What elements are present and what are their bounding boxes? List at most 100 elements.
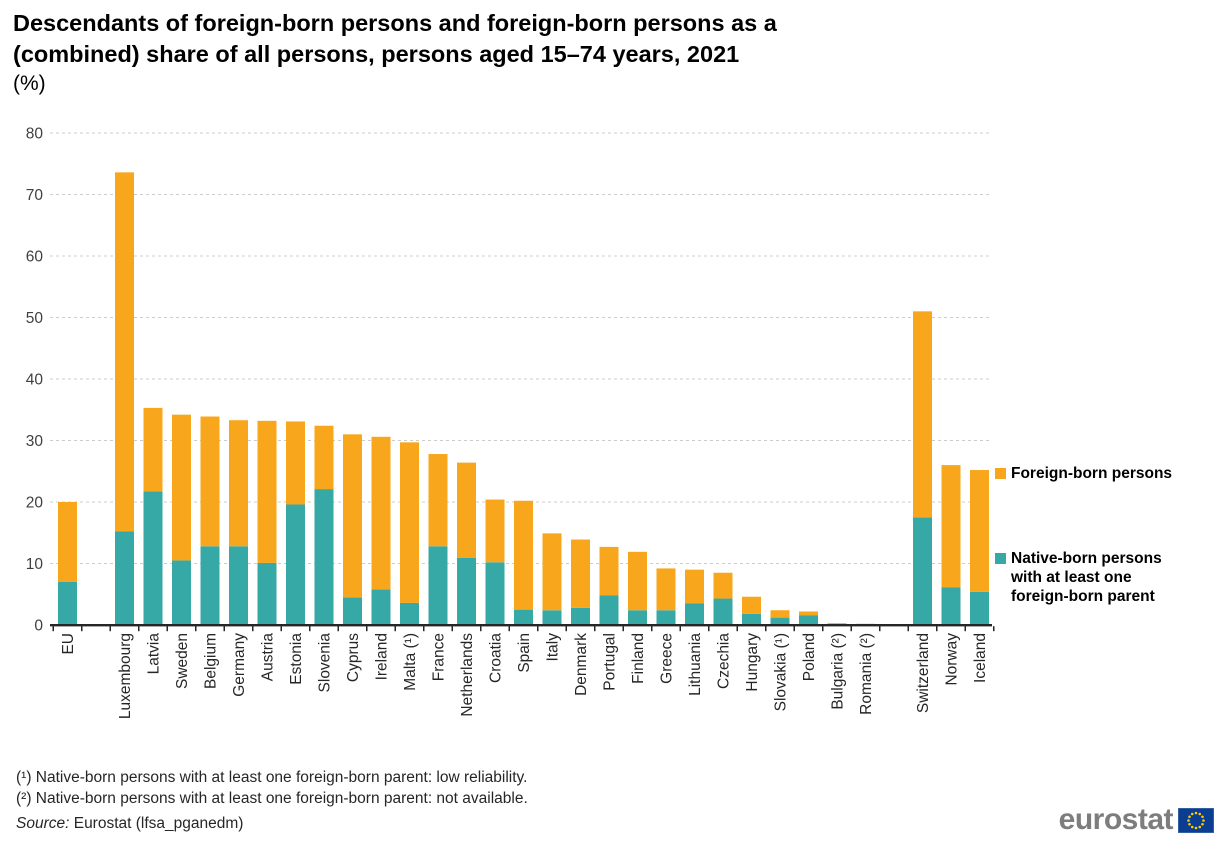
legend-swatch-native-born-icon	[995, 553, 1006, 564]
bar-segment-foreign-EU	[58, 502, 77, 582]
x-label-Estonia: Estonia	[288, 633, 305, 685]
x-axis-tick	[879, 626, 881, 632]
x-label-Hungary: Hungary	[744, 633, 761, 692]
x-label-Finland: Finland	[630, 633, 647, 684]
x-label-Spain: Spain	[516, 633, 533, 673]
x-label-Denmark: Denmark	[573, 633, 590, 696]
legend-item-native-born: Native-born persons with at least one fo…	[995, 549, 1217, 606]
x-axis-tick	[52, 626, 54, 632]
x-axis-tick	[394, 626, 396, 632]
y-tick-label-70: 70	[26, 187, 44, 204]
x-label-Latvia: Latvia	[146, 633, 163, 675]
x-axis-tick	[822, 626, 824, 632]
bar-segment-native-Cyprus	[343, 597, 362, 625]
flag-star-icon	[1194, 826, 1198, 829]
bar-segment-native-Poland	[799, 615, 818, 625]
x-axis-tick	[594, 626, 596, 632]
x-axis-tick	[81, 626, 83, 632]
bar-segment-native-Latvia	[143, 491, 163, 625]
bar-segment-foreign-Latvia	[143, 407, 163, 492]
bar-segment-native-Spain	[514, 609, 533, 625]
source-text: Eurostat (lfsa_pganedm)	[69, 815, 244, 832]
bar-segment-foreign-Portugal	[599, 546, 619, 596]
bar-segment-foreign-Finland	[628, 551, 647, 611]
bar-segment-foreign-Slovenia	[314, 425, 334, 490]
x-label-Germany: Germany	[231, 633, 248, 697]
x-axis-tick	[765, 626, 767, 632]
x-label-Cyprus: Cyprus	[345, 633, 362, 682]
eurostat-wordmark: eurostat	[1058, 803, 1174, 836]
source-line: Source: Eurostat (lfsa_pganedm)	[16, 815, 243, 833]
bar-segment-foreign-Belgium	[200, 416, 220, 547]
flag-star-icon	[1188, 814, 1191, 818]
bar-segment-native-EU	[58, 581, 77, 625]
x-label-Austria: Austria	[260, 633, 277, 682]
flag-star-icon	[1202, 818, 1205, 822]
x-axis-tick	[565, 626, 567, 632]
bar-segment-native-Portugal	[599, 595, 619, 625]
bar-segment-foreign-Sweden	[172, 414, 191, 561]
x-label-Sweden: Sweden	[174, 633, 191, 689]
source-prefix: Source:	[16, 815, 70, 832]
bar-segment-foreign-Ireland	[371, 436, 391, 590]
bar-segment-foreign-Estonia	[286, 421, 305, 505]
bar-segment-foreign-Italy	[542, 533, 562, 611]
x-axis-tick	[166, 626, 168, 632]
bar-segment-foreign-Hungary	[742, 596, 761, 614]
bar-segment-native-Lithuania	[685, 603, 704, 625]
x-label-Romania (²): Romania (²)	[858, 633, 875, 715]
x-axis-tick	[793, 626, 795, 632]
x-label-Poland: Poland	[801, 633, 818, 681]
x-label-EU: EU	[60, 633, 77, 655]
x-label-Luxembourg: Luxembourg	[117, 633, 134, 719]
x-label-Greece: Greece	[659, 633, 676, 684]
bar-segment-foreign-Spain	[514, 500, 533, 610]
legend-label-foreign-born: Foreign-born persons	[1011, 465, 1173, 482]
bar-segment-foreign-Norway	[941, 465, 961, 588]
bar-segment-native-Luxembourg	[115, 531, 134, 625]
chart-unit-label: (%)	[13, 72, 46, 95]
x-label-Slovakia (¹): Slovakia (¹)	[773, 633, 790, 711]
legend-swatch-foreign-born-icon	[995, 468, 1006, 479]
x-axis-tick	[252, 626, 254, 632]
flag-star-icon	[1201, 822, 1204, 826]
chart-title-line-1: Descendants of foreign-born persons and …	[13, 10, 777, 36]
bar-segment-foreign-Czechia	[713, 572, 733, 599]
flag-star-icon	[1198, 812, 1202, 815]
bar-segment-native-Switzerland	[913, 517, 932, 625]
x-label-Ireland: Ireland	[374, 633, 391, 680]
bar-segment-foreign-Malta (¹)	[400, 442, 419, 603]
x-axis-tick	[850, 626, 852, 632]
x-axis-tick	[537, 626, 539, 632]
x-axis-tick	[993, 626, 995, 632]
flag-star-icon	[1190, 825, 1194, 828]
bar-segment-native-France	[428, 546, 448, 625]
x-axis-tick	[736, 626, 738, 632]
bar-segment-native-Belgium	[200, 546, 220, 625]
x-axis-tick	[964, 626, 966, 632]
y-tick-label-10: 10	[26, 556, 44, 573]
bar-segment-native-Austria	[257, 562, 277, 625]
y-tick-label-30: 30	[26, 433, 44, 450]
x-axis-tick	[936, 626, 938, 632]
bar-segment-native-Ireland	[371, 589, 391, 625]
x-axis-tick	[366, 626, 368, 632]
bar-segment-foreign-Croatia	[485, 499, 505, 563]
footnote-2: (²) Native-born persons with at least on…	[16, 790, 528, 807]
x-label-Netherlands: Netherlands	[459, 633, 476, 717]
x-label-Czechia: Czechia	[716, 633, 733, 689]
flag-star-icon	[1188, 822, 1191, 826]
chart-title: Descendants of foreign-born persons and …	[13, 8, 993, 98]
chart-title-line-2: (combined) share of all persons, persons…	[13, 41, 740, 67]
bar-segment-foreign-Cyprus	[343, 434, 362, 598]
flag-star-icon	[1187, 818, 1190, 822]
bar-segment-foreign-Denmark	[571, 539, 590, 608]
x-label-France: France	[431, 633, 448, 681]
bar-segment-native-Slovakia (¹)	[770, 617, 790, 625]
x-label-Portugal: Portugal	[602, 633, 619, 691]
x-axis-tick	[337, 626, 339, 632]
y-tick-label-0: 0	[34, 618, 43, 635]
bar-segment-native-Czechia	[713, 598, 733, 625]
